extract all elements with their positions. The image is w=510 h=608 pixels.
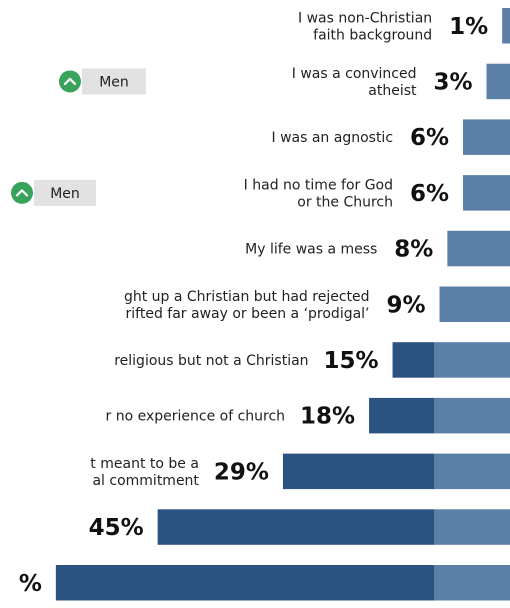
bar-8: [282, 453, 434, 490]
category-label-3: I had no time for God or the Church: [244, 177, 393, 210]
category-label-5: ght up a Christian but had rejected rifte…: [124, 289, 370, 322]
value-label-5: 9%: [386, 292, 425, 318]
category-label-line: I had no time for God: [244, 177, 393, 193]
bar-light-4: [447, 230, 510, 267]
badge-text-1: Men: [50, 186, 80, 202]
value-label-1: 3%: [433, 69, 472, 95]
category-label-line: religious but not a Christian: [114, 353, 308, 369]
chevron-up-stroke: [63, 77, 77, 86]
category-label-line: r no experience of church: [106, 409, 286, 425]
bar-light-3: [463, 175, 510, 211]
chevron-up-stroke: [15, 189, 29, 197]
category-label-1: I was a convinced atheist: [292, 66, 417, 99]
bar-light-6: [434, 342, 510, 378]
bar-light-0: [502, 8, 510, 44]
bar-light-5: [439, 286, 510, 322]
category-label-line: faith background: [313, 27, 432, 43]
bar-light-9: [434, 509, 510, 545]
category-label-line: rifted far away or been a ‘prodigal’: [126, 306, 370, 322]
category-label-line: t meant to be a: [90, 456, 199, 472]
value-label-9: 45%: [89, 515, 144, 541]
category-label-6: religious but not a Christian: [114, 353, 308, 369]
value-label-10: %: [19, 571, 42, 597]
category-label-4: My life was a mess: [245, 242, 377, 258]
category-label-line: I was non-Christian: [298, 10, 432, 26]
value-label-2: 6%: [410, 125, 449, 151]
category-label-line: al commitment: [92, 473, 199, 489]
bar-7: [369, 397, 434, 434]
badge-1: [34, 179, 96, 206]
chevron-up-icon: [11, 181, 33, 204]
bar-9: [157, 509, 434, 545]
category-label-7: r no experience of church: [106, 409, 286, 425]
bar-6: [392, 342, 434, 378]
bar-light-8: [434, 453, 510, 490]
bar-light-2: [463, 119, 510, 155]
bar-light-7: [434, 397, 510, 434]
category-label-8: t meant to be a al commitment: [90, 456, 199, 489]
category-label-2: I was an agnostic: [271, 130, 393, 146]
category-label-0: I was non-Christian faith background: [298, 10, 432, 43]
category-label-line: I was a convinced: [292, 66, 417, 82]
chevron-up-icon: [59, 70, 81, 93]
badge-text-0: Men: [99, 74, 129, 90]
value-label-7: 18%: [300, 404, 355, 430]
category-label-line: or the Church: [297, 194, 393, 210]
value-label-3: 6%: [410, 181, 449, 207]
value-label-6: 15%: [323, 348, 378, 374]
category-label-line: ght up a Christian but had rejected: [124, 289, 370, 305]
category-label-line: I was an agnostic: [271, 130, 393, 146]
value-label-8: 29%: [214, 459, 269, 485]
category-label-line: atheist: [368, 83, 417, 99]
bar-light-10: [434, 565, 510, 601]
bar-10: [55, 565, 435, 601]
category-label-line: My life was a mess: [245, 242, 377, 258]
value-label-4: 8%: [394, 237, 433, 263]
badge-0: [82, 68, 146, 95]
bar-light-1: [486, 63, 510, 100]
value-label-0: 1%: [449, 14, 488, 40]
